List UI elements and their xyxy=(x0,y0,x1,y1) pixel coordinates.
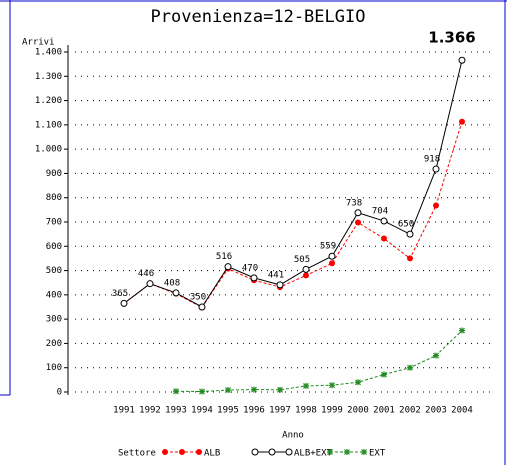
y-tick-label: 400 xyxy=(46,290,62,300)
x-tick-label: 2002 xyxy=(399,406,421,416)
y-tick-label: 100 xyxy=(46,363,62,373)
y-tick-label: 1.100 xyxy=(35,120,62,130)
y-tick-label: 700 xyxy=(46,218,62,228)
x-tick-label: 1997 xyxy=(269,406,291,416)
point xyxy=(303,382,309,389)
legend-marker xyxy=(285,448,293,456)
data-label: 470 xyxy=(242,263,258,273)
legend-marker xyxy=(162,449,168,455)
x-tick-label: 1996 xyxy=(243,406,265,416)
y-tick-label: 500 xyxy=(46,266,62,276)
point xyxy=(433,202,439,209)
y-tick-label: 1.000 xyxy=(35,145,62,155)
data-label: 516 xyxy=(216,252,232,262)
x-axis-label: Anno xyxy=(282,431,304,441)
data-label: 650 xyxy=(398,220,414,230)
point xyxy=(407,364,413,371)
data-label: 441 xyxy=(268,270,284,280)
y-tick-label: 300 xyxy=(46,315,62,325)
x-tick-label: 2004 xyxy=(451,406,473,416)
x-tick-label: 1994 xyxy=(191,406,213,416)
data-label: 738 xyxy=(346,198,362,208)
data-label: 1.366 xyxy=(428,29,475,47)
x-tick-label: 2001 xyxy=(373,406,395,416)
legend-marker xyxy=(327,449,333,455)
point xyxy=(432,165,440,173)
x-tick-label: 1992 xyxy=(139,406,161,416)
legend-marker xyxy=(251,448,259,456)
point xyxy=(303,272,309,279)
legend-marker xyxy=(344,449,350,455)
data-label: 365 xyxy=(112,289,128,299)
point xyxy=(225,387,231,394)
point xyxy=(276,281,284,289)
x-tick-label: 2000 xyxy=(347,406,369,416)
data-label: 918 xyxy=(424,155,440,165)
point xyxy=(198,303,206,311)
y-tick-label: 900 xyxy=(46,169,62,179)
data-label: 350 xyxy=(190,293,206,303)
point xyxy=(173,388,179,395)
point xyxy=(380,217,388,225)
x-tick-label: 1991 xyxy=(113,406,135,416)
point xyxy=(199,388,205,395)
legend-marker xyxy=(361,449,367,455)
data-label: 446 xyxy=(138,269,154,279)
series-line xyxy=(123,60,463,308)
chart-title: Provenienza=12-BELGIO xyxy=(151,7,366,27)
data-label: 559 xyxy=(320,242,336,252)
point xyxy=(381,371,387,378)
point xyxy=(459,327,465,334)
point xyxy=(459,118,465,125)
x-tick-label: 1995 xyxy=(217,406,239,416)
y-tick-label: 0 xyxy=(57,388,62,398)
point xyxy=(407,255,413,262)
point xyxy=(329,382,335,389)
point xyxy=(224,263,232,271)
series-line xyxy=(175,330,463,393)
y-axis-label: Arrivi xyxy=(22,38,55,48)
legend-label: EXT xyxy=(369,449,386,459)
x-tick-label: 1993 xyxy=(165,406,187,416)
data-label: 408 xyxy=(164,278,180,288)
y-tick-label: 800 xyxy=(46,193,62,203)
point xyxy=(433,352,439,359)
point xyxy=(302,265,310,273)
legend-marker xyxy=(268,448,276,456)
point xyxy=(329,260,335,267)
x-tick-label: 2003 xyxy=(425,406,447,416)
x-tick-label: 1998 xyxy=(295,406,317,416)
point xyxy=(406,230,414,238)
y-tick-label: 1.300 xyxy=(35,72,62,82)
legend-marker xyxy=(179,449,185,455)
legend-label: ALB xyxy=(204,449,220,459)
y-tick-label: 200 xyxy=(46,339,62,349)
point xyxy=(250,274,258,282)
point xyxy=(277,386,283,393)
data-label: 704 xyxy=(372,207,388,217)
point xyxy=(354,209,362,217)
point xyxy=(120,299,128,307)
point xyxy=(251,386,257,393)
point xyxy=(328,252,336,260)
point xyxy=(146,280,154,288)
legend-title: Settore xyxy=(118,449,156,459)
point xyxy=(172,289,180,297)
legend-label: ALB+EXT xyxy=(294,449,333,459)
point xyxy=(355,379,361,386)
series-line xyxy=(123,121,463,309)
y-tick-label: 600 xyxy=(46,242,62,252)
data-label: 505 xyxy=(294,255,310,265)
x-tick-label: 1999 xyxy=(321,406,343,416)
y-tick-label: 1.200 xyxy=(35,96,62,106)
point xyxy=(355,219,361,226)
legend-marker xyxy=(196,449,202,455)
y-tick-label: 1.400 xyxy=(35,48,62,58)
point xyxy=(381,235,387,242)
point xyxy=(458,56,466,64)
